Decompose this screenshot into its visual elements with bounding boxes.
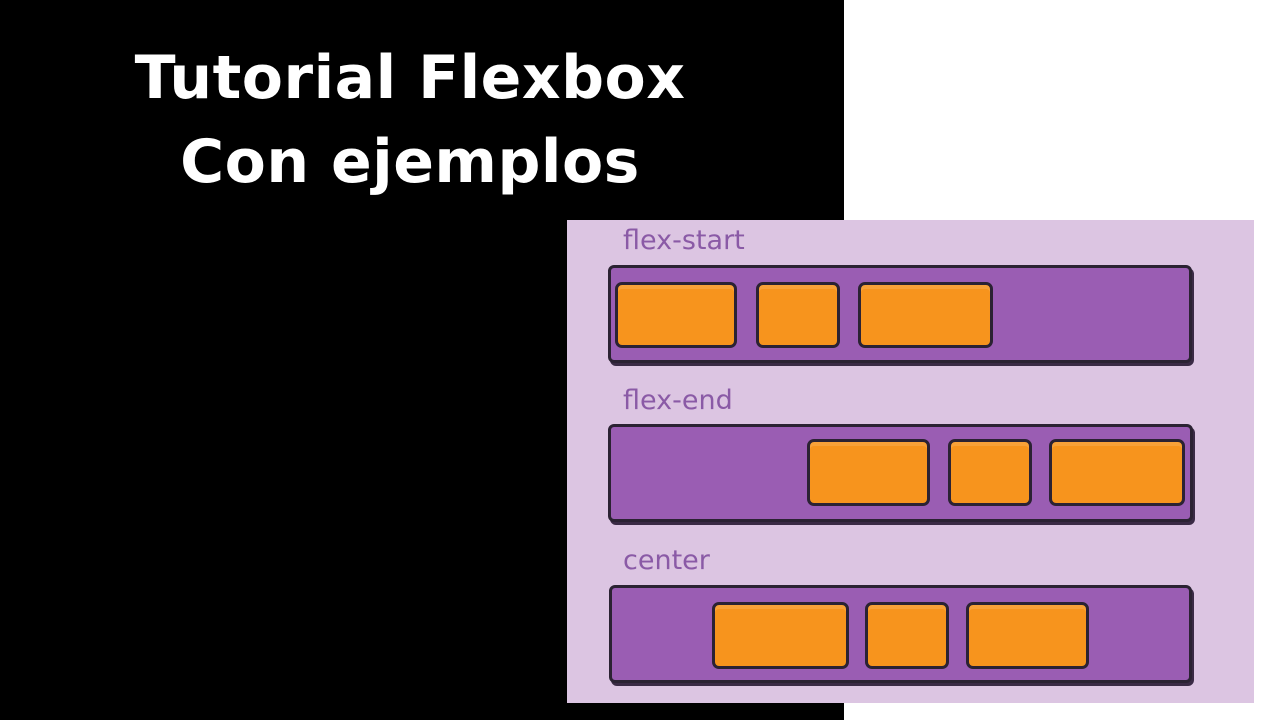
center-item-2 bbox=[865, 602, 949, 669]
row-label-flex-end: flex-end bbox=[623, 385, 733, 416]
flex-end-container bbox=[608, 424, 1193, 522]
row-label-flex-start: flex-start bbox=[623, 225, 745, 256]
flexbox-justify-content-diagram: flex-start flex-end center bbox=[567, 220, 1254, 703]
flex-start-item-2 bbox=[756, 282, 840, 348]
flex-start-item-1 bbox=[615, 282, 737, 348]
title-line-1: Tutorial Flexbox bbox=[134, 43, 686, 113]
center-item-3 bbox=[966, 602, 1089, 669]
flex-end-item-3 bbox=[1049, 439, 1185, 506]
row-label-center: center bbox=[623, 545, 710, 576]
center-container bbox=[609, 585, 1192, 683]
flex-end-item-2 bbox=[948, 439, 1032, 506]
title-line-2: Con ejemplos bbox=[180, 127, 640, 197]
thumbnail-title: Tutorial Flexbox Con ejemplos bbox=[0, 36, 820, 204]
flex-start-item-3 bbox=[858, 282, 993, 348]
center-item-1 bbox=[712, 602, 849, 669]
flex-start-container bbox=[608, 265, 1192, 363]
flex-end-item-1 bbox=[807, 439, 930, 506]
